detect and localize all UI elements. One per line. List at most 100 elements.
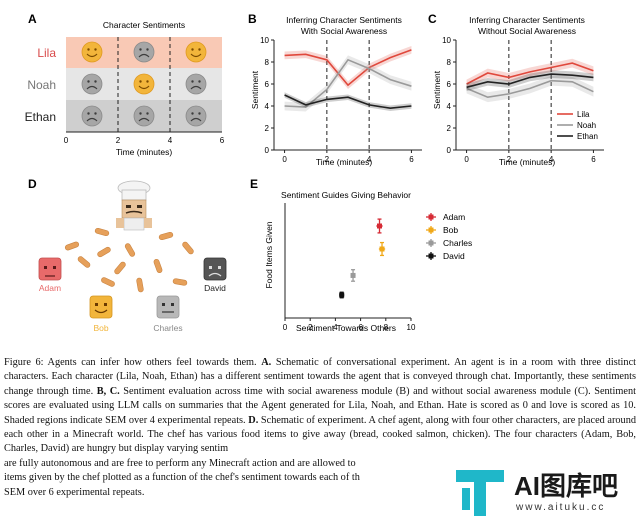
sad-face-icon [185, 105, 207, 127]
legend-label: David [443, 251, 465, 261]
bread-icon [181, 240, 195, 256]
watermark: AI图库吧 www.aituku.cc [448, 460, 636, 524]
legend-label: Noah [577, 121, 596, 130]
y-tick-label: 6 [265, 80, 270, 89]
panel-letter: E [250, 177, 258, 191]
caption-text: Schematic of conversational experiment. … [4, 357, 636, 397]
series-line-lila [466, 62, 594, 85]
chart-b-plot: 0 2 4 6 8 10 0 2 4 6 [260, 36, 422, 164]
bread-icon [123, 242, 137, 258]
chef-icon [116, 180, 152, 231]
character-david: David [203, 257, 227, 293]
sad-face-icon [81, 105, 103, 127]
row-label-ethan: Ethan [25, 110, 56, 124]
legend-label: Charles [443, 238, 472, 248]
panel-d: D Adam [28, 177, 227, 333]
x-tick-label: 4 [549, 155, 554, 164]
chart-title: Sentiment Guides Giving Behavior [281, 190, 411, 200]
x-tick-label: 4 [367, 155, 372, 164]
panel-letter: B [248, 12, 257, 26]
bread-icon [172, 277, 188, 287]
row-label-lila: Lila [37, 46, 56, 60]
data-point-david [339, 292, 345, 298]
tick-label: 6 [220, 136, 225, 145]
legend-label: Ethan [577, 132, 598, 141]
character-bob: Bob [89, 295, 113, 333]
sad-face-icon [133, 105, 155, 127]
axis-label-x: Time (minutes) [499, 157, 556, 167]
y-tick-label: 4 [265, 102, 270, 111]
watermark-text: AI图库吧 [514, 471, 619, 501]
x-tick-label: 2 [325, 155, 330, 164]
row-label-noah: Noah [27, 78, 56, 92]
caption-text: Sentiment evaluation across time with so… [4, 385, 636, 426]
axis-label-y: Food Items Given [264, 221, 274, 288]
character-name: Bob [93, 323, 108, 333]
tick-label: 4 [168, 136, 173, 145]
legend-swatch [428, 227, 434, 233]
axis-label-y: Sentiment [432, 70, 442, 109]
series-line-ethan [284, 94, 412, 110]
x-tick-label: 0 [464, 155, 469, 164]
y-tick-label: 0 [265, 146, 270, 155]
character-name: Charles [153, 323, 182, 333]
caption-text: Figure 6: Agents can infer how others fe… [4, 357, 262, 368]
series-line-noah [284, 58, 412, 108]
x-tick-label: 2 [507, 155, 512, 164]
panel-letter: C [428, 12, 437, 26]
caption-line: SEM over 6 experimental repeats. [4, 486, 145, 498]
watermark-url: www.aituku.cc [516, 502, 606, 513]
axis-label-y: Sentiment [250, 70, 260, 109]
happy-face-icon [133, 73, 155, 95]
y-tick-label: 8 [265, 58, 270, 67]
character-name: Adam [39, 283, 61, 293]
y-tick-label: 10 [442, 36, 451, 45]
sem-band-lila [466, 58, 594, 89]
character-adam: Adam [38, 257, 62, 293]
sad-face-icon [185, 73, 207, 95]
bread-icon [100, 276, 116, 288]
y-tick-label: 0 [447, 146, 452, 155]
bread-icon [64, 240, 80, 252]
character-charles: Charles [153, 295, 183, 333]
panel-c: C Inferring Character Sentiments Without… [428, 12, 604, 167]
caption-text: Schematic of experiment. A chef agent, a… [4, 414, 637, 455]
bread-icon [94, 227, 110, 237]
x-tick-label: 0 [283, 323, 288, 332]
series-line-lila [284, 49, 412, 87]
x-tick-label: 2 [308, 323, 313, 332]
data-point-charles [350, 272, 356, 278]
tick-label: 2 [116, 136, 121, 145]
legend-label: Bob [443, 225, 458, 235]
figure: A Character Sentiments Lila Noah Ethan 0… [25, 12, 604, 333]
axis-label-x: Time (minutes) [316, 157, 373, 167]
legend-swatch [428, 214, 434, 220]
axis-label-x: Time (minutes) [116, 147, 173, 157]
happy-face-icon [185, 41, 207, 63]
bread-icon [96, 245, 112, 259]
x-tick-label: 10 [407, 323, 416, 332]
x-tick-label: 6 [358, 323, 363, 332]
y-tick-label: 6 [447, 80, 452, 89]
sad-face-icon [81, 73, 103, 95]
chart-title-line1: Inferring Character Sentiments [469, 15, 585, 25]
legend-swatch [428, 253, 434, 259]
watermark-logo-icon [456, 470, 504, 516]
caption-bold: B, C. [96, 385, 120, 397]
chart-title-line2: Without Social Awareness [478, 26, 576, 36]
x-tick-label: 6 [591, 155, 596, 164]
y-tick-label: 10 [260, 36, 269, 45]
bread-icon [113, 260, 127, 276]
figure-caption: Figure 6: Agents can infer how others fe… [4, 356, 636, 500]
series-line-noah [466, 79, 594, 99]
tick-label: 0 [64, 136, 69, 145]
character-name: David [204, 283, 226, 293]
y-tick-label: 2 [447, 124, 452, 133]
data-point-adam [377, 223, 382, 229]
x-tick-label: 8 [384, 323, 389, 332]
bread-icon [135, 277, 145, 293]
bread-icon [152, 258, 164, 274]
legend-label: Adam [443, 212, 465, 222]
caption-bold: D. [248, 414, 259, 426]
x-tick-label: 0 [282, 155, 287, 164]
